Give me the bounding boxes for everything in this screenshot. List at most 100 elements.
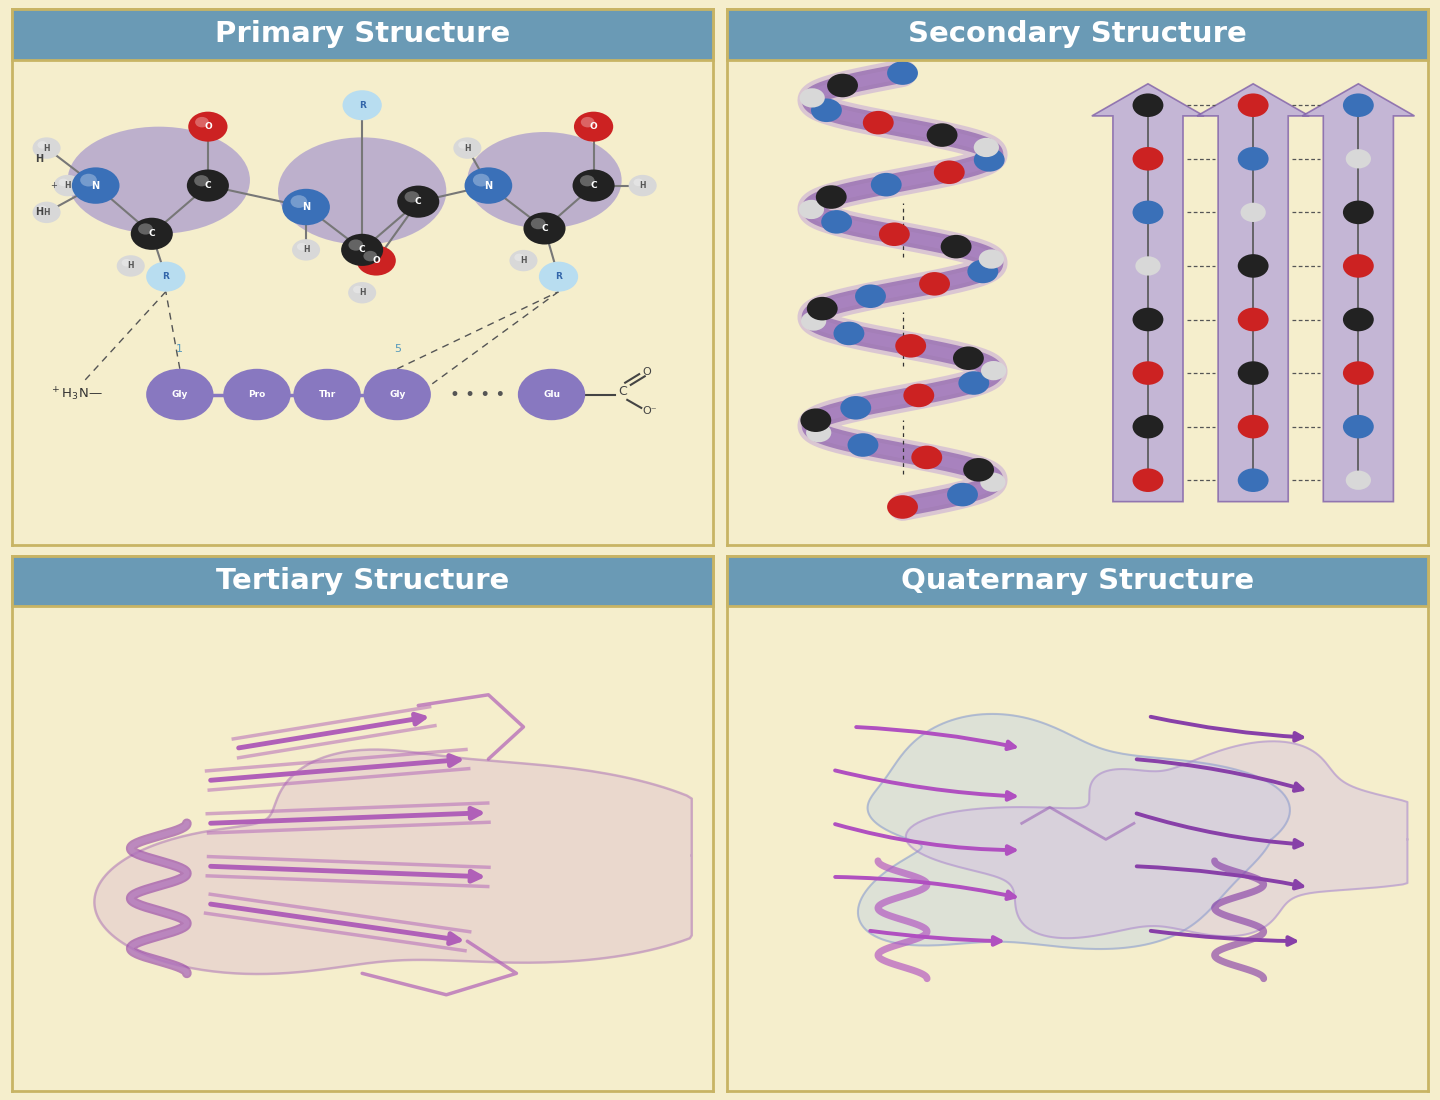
Circle shape xyxy=(816,185,847,209)
Text: C: C xyxy=(415,197,422,206)
FancyBboxPatch shape xyxy=(12,556,713,606)
Circle shape xyxy=(397,186,439,218)
Circle shape xyxy=(896,334,926,358)
Text: H: H xyxy=(43,144,50,153)
Text: C: C xyxy=(618,385,626,398)
Circle shape xyxy=(573,169,615,201)
Circle shape xyxy=(575,112,613,142)
Circle shape xyxy=(1238,308,1269,331)
Circle shape xyxy=(1132,94,1164,117)
Circle shape xyxy=(1132,469,1164,492)
Circle shape xyxy=(878,222,910,246)
Circle shape xyxy=(979,250,1004,268)
Text: Gly: Gly xyxy=(171,390,189,399)
Circle shape xyxy=(138,223,153,234)
FancyBboxPatch shape xyxy=(12,9,713,59)
Circle shape xyxy=(1238,254,1269,277)
Circle shape xyxy=(801,408,831,432)
Circle shape xyxy=(827,74,858,97)
Text: H: H xyxy=(36,208,43,218)
Circle shape xyxy=(1132,147,1164,170)
Circle shape xyxy=(510,250,537,272)
Text: R: R xyxy=(163,272,170,282)
Circle shape xyxy=(1132,200,1164,224)
Text: • • • •: • • • • xyxy=(451,385,505,404)
Text: H: H xyxy=(128,262,134,271)
Circle shape xyxy=(292,239,320,261)
Circle shape xyxy=(81,174,96,187)
Circle shape xyxy=(363,368,431,420)
Polygon shape xyxy=(95,749,691,974)
Circle shape xyxy=(912,446,942,470)
Circle shape xyxy=(458,141,468,149)
Circle shape xyxy=(1240,202,1266,222)
Polygon shape xyxy=(1092,84,1204,502)
Text: N: N xyxy=(484,180,492,190)
Text: Secondary Structure: Secondary Structure xyxy=(909,20,1247,48)
Circle shape xyxy=(806,424,831,442)
Circle shape xyxy=(821,210,852,233)
Circle shape xyxy=(147,262,186,292)
Circle shape xyxy=(935,161,965,184)
Circle shape xyxy=(1344,308,1374,331)
Circle shape xyxy=(887,62,917,85)
Text: Pro: Pro xyxy=(248,390,265,399)
Text: 1: 1 xyxy=(176,344,183,354)
Circle shape xyxy=(959,371,989,395)
Circle shape xyxy=(1238,147,1269,170)
Text: Thr: Thr xyxy=(318,390,336,399)
Circle shape xyxy=(801,311,827,331)
Polygon shape xyxy=(1302,84,1414,502)
Text: O: O xyxy=(373,256,380,265)
Circle shape xyxy=(341,234,383,266)
Text: 5: 5 xyxy=(393,344,400,354)
Text: N: N xyxy=(302,202,310,212)
Circle shape xyxy=(1132,415,1164,439)
Circle shape xyxy=(799,88,825,108)
Circle shape xyxy=(799,200,824,219)
Circle shape xyxy=(940,235,972,258)
Circle shape xyxy=(297,243,307,251)
Polygon shape xyxy=(858,714,1290,949)
Circle shape xyxy=(981,361,1007,381)
Circle shape xyxy=(834,321,864,345)
Text: H: H xyxy=(43,208,50,217)
Circle shape xyxy=(465,167,513,204)
Text: H: H xyxy=(639,182,647,190)
Text: Primary Structure: Primary Structure xyxy=(215,20,510,48)
Circle shape xyxy=(194,117,209,128)
Text: O: O xyxy=(590,122,598,131)
Polygon shape xyxy=(1197,84,1309,502)
Circle shape xyxy=(1238,415,1269,439)
Circle shape xyxy=(59,178,68,186)
Text: Glu: Glu xyxy=(543,390,560,399)
Circle shape xyxy=(1344,200,1374,224)
Circle shape xyxy=(187,169,229,201)
Circle shape xyxy=(973,138,999,157)
Circle shape xyxy=(1344,415,1374,439)
Text: C: C xyxy=(204,182,212,190)
Circle shape xyxy=(629,175,657,196)
Text: H: H xyxy=(36,154,43,164)
FancyBboxPatch shape xyxy=(727,556,1428,606)
Circle shape xyxy=(357,245,396,276)
Text: H: H xyxy=(302,245,310,254)
Circle shape xyxy=(117,255,145,276)
Circle shape xyxy=(1135,256,1161,276)
Circle shape xyxy=(948,483,978,506)
Circle shape xyxy=(33,138,60,158)
Circle shape xyxy=(806,297,838,320)
Ellipse shape xyxy=(68,126,251,234)
Circle shape xyxy=(363,251,377,262)
Text: R: R xyxy=(554,272,562,282)
Circle shape xyxy=(919,272,950,296)
Polygon shape xyxy=(906,741,1407,938)
Circle shape xyxy=(903,384,935,407)
Text: N: N xyxy=(92,180,99,190)
Circle shape xyxy=(1132,361,1164,385)
Circle shape xyxy=(472,174,490,187)
Text: C: C xyxy=(590,182,598,190)
Circle shape xyxy=(53,175,82,196)
Circle shape xyxy=(518,368,585,420)
Circle shape xyxy=(37,141,48,149)
